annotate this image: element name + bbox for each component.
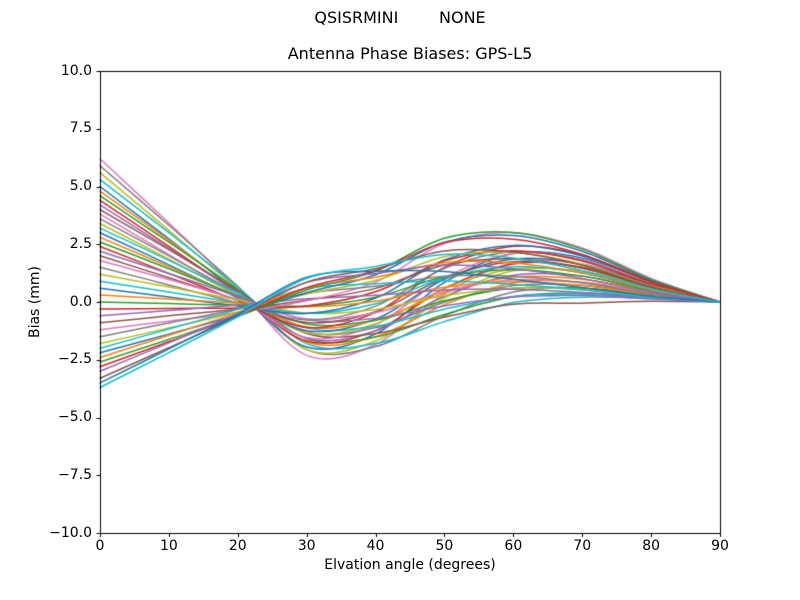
figure-suptitle: QSISRMINI NONE [314, 8, 486, 27]
y-tick-label: −2.5 [58, 351, 92, 368]
y-tick-label: −7.5 [58, 466, 92, 483]
x-tick-label: 80 [642, 538, 661, 554]
y-tick-label: 5.0 [69, 178, 92, 194]
y-tick-label: 2.5 [69, 235, 92, 252]
x-tick-label: 20 [228, 538, 247, 554]
x-tick-label: 60 [504, 538, 523, 554]
y-tick-label: 10.0 [60, 62, 92, 79]
x-tick-label: 40 [366, 538, 385, 554]
x-axis-label: Elvation angle (degrees) [324, 557, 496, 573]
y-tick-label: 0.0 [69, 293, 92, 310]
y-tick-label: −10.0 [49, 524, 92, 541]
x-tick-label: 70 [573, 538, 592, 554]
y-tick-label: 7.5 [69, 120, 92, 137]
chart-title: Antenna Phase Biases: GPS-L5 [287, 44, 533, 63]
x-tick-label: 50 [435, 538, 454, 554]
x-tick-label: 10 [159, 538, 178, 554]
y-tick-label: −5.0 [58, 409, 92, 425]
x-tick-label: 30 [297, 538, 316, 554]
x-tick-label: 0 [95, 538, 105, 554]
x-tick-label: 90 [711, 538, 729, 554]
